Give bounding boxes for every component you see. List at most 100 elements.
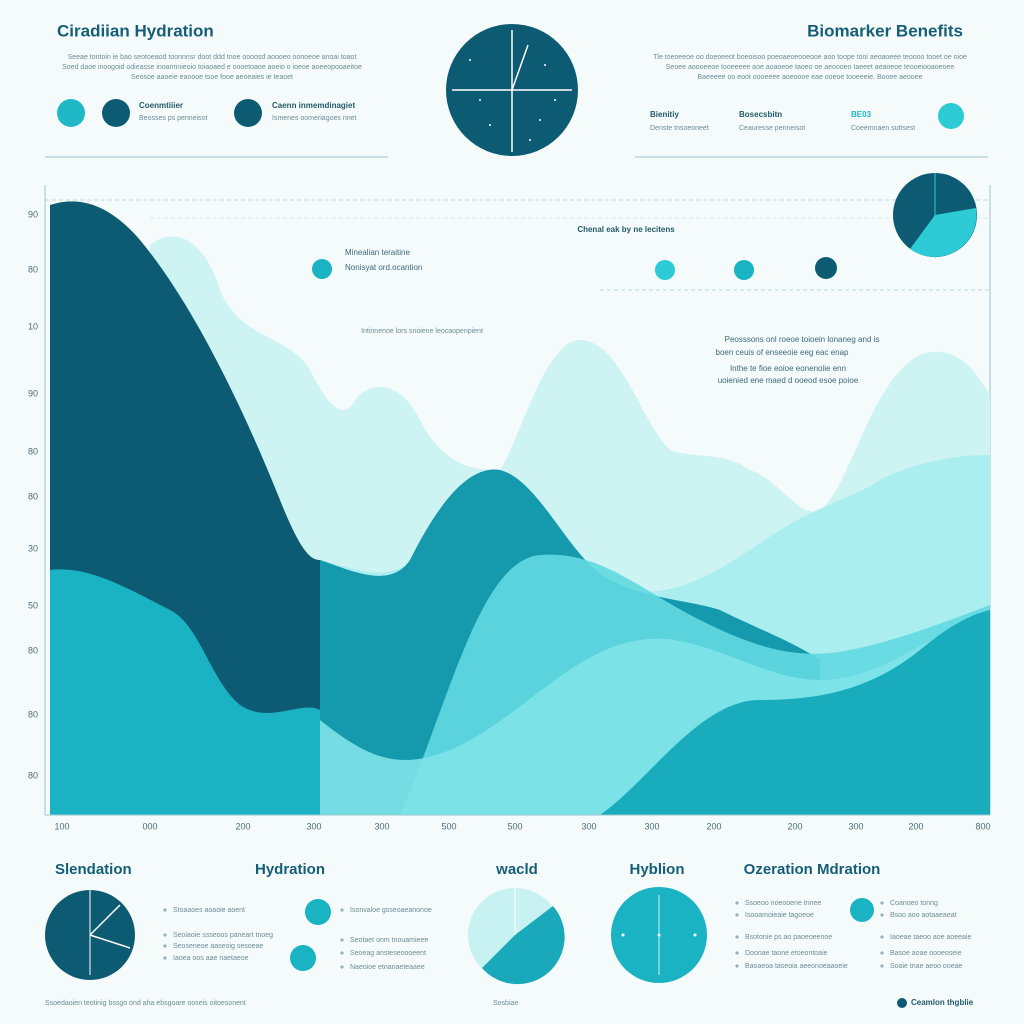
- footer-title: Hyblion: [630, 861, 685, 878]
- bullet: [163, 908, 167, 912]
- legend-dot: [102, 99, 130, 127]
- bullet: [163, 933, 167, 937]
- y-tick-label: 80: [28, 770, 38, 780]
- footer-item: Seoeag ansteseoooeent: [350, 950, 426, 957]
- y-tick-label: 80: [28, 446, 38, 456]
- x-tick-label: 300: [644, 821, 659, 831]
- footer-note: Ssoedaoien teotinig bssgo ond aha ebsgoa…: [45, 1000, 246, 1007]
- legend-dot: [312, 259, 332, 279]
- legend-dot: [734, 260, 754, 280]
- x-tick-label: 100: [54, 821, 69, 831]
- x-tick-label: 200: [908, 821, 923, 831]
- bullet: [880, 935, 884, 939]
- bullet: [163, 944, 167, 948]
- x-tick-label: 500: [441, 821, 456, 831]
- footer-item: Bsoo aoo aotaaeaeat: [890, 912, 957, 919]
- item-label: Bienitiy: [650, 110, 679, 119]
- footer-item: Ssoeoo noeooene tnnee: [745, 900, 821, 907]
- footer-dot: [305, 899, 331, 925]
- bullet: [735, 901, 739, 905]
- annotation: Peosssons onl roeoe toioein lonaneg and …: [725, 335, 880, 344]
- footer-item: Doonae taone etoeontoaie: [745, 950, 828, 957]
- item-label: BE03: [851, 110, 872, 119]
- y-tick-label: 50: [28, 600, 38, 610]
- y-tick-label: 90: [28, 209, 38, 219]
- bullet: [880, 951, 884, 955]
- annotation: Inthe te fioe eoioe eonenoiie enn: [730, 364, 846, 373]
- footer-item: Iaoeae taeoo aoe aoeeaie: [890, 934, 971, 941]
- bullet: [880, 901, 884, 905]
- y-tick-label: 80: [28, 645, 38, 655]
- right-text: Baeeeee oo eoot oooeeee aoeoooe eae ooeo…: [698, 74, 923, 81]
- footer-item: Seotaet onm tnouamieee: [350, 937, 428, 944]
- y-tick-label: 10: [28, 321, 38, 331]
- legend-label: Coenmtiiier: [139, 101, 183, 110]
- bullet: [735, 951, 739, 955]
- item-sub: Coeemnaen suttsest: [851, 125, 915, 132]
- compass-icon: [611, 887, 707, 983]
- footer-title: wacld: [495, 861, 538, 878]
- legend-dot: [57, 99, 85, 127]
- bullet: [340, 938, 344, 942]
- bullet: [735, 913, 739, 917]
- bullet: [340, 951, 344, 955]
- item-sub: Denste tnsoeoneet: [650, 125, 709, 132]
- legend-sub: Beosses ps penneisot: [139, 115, 208, 122]
- x-tick-label: 300: [306, 821, 321, 831]
- x-tick-label: 200: [787, 821, 802, 831]
- y-tick-label: 90: [28, 388, 38, 398]
- footer-title: Hydration: [255, 861, 325, 878]
- y-tick-label: 80: [28, 264, 38, 274]
- x-tick-label: 300: [581, 821, 596, 831]
- footer-item: Seoseneoe aaseoig sesoeae: [173, 943, 263, 950]
- y-tick-label: 80: [28, 491, 38, 501]
- footer-note: Sosbiae: [493, 1000, 518, 1007]
- x-tick-label: 000: [142, 821, 157, 831]
- item-label: Bosecsbitn: [739, 110, 782, 119]
- item-dot: [938, 103, 964, 129]
- footer-item: Basoe aoae oooeoseie: [890, 950, 962, 957]
- right-title: Biomarker Benefits: [807, 21, 963, 40]
- footer-title: Ozeration Mdration: [744, 861, 881, 878]
- item-sub: Ceauresse penneisot: [739, 125, 805, 132]
- footer-item: Naeoioe etnanaeteaaee: [350, 964, 425, 971]
- footer-item: Isooamoieaie tagoeoe: [745, 912, 814, 919]
- annotation: boen ceuis of enseeoie eeg eac enap: [716, 348, 850, 357]
- footer-item: Isonvaloe gsseoaeanonoe: [350, 907, 432, 914]
- x-tick-label: 300: [374, 821, 389, 831]
- legend-dot: [655, 260, 675, 280]
- legend-dot: [815, 257, 837, 279]
- brand-icon: [897, 998, 907, 1008]
- annotation: uoienied ene maed d ooeod esoe poioe: [718, 376, 859, 385]
- x-tick-label: 200: [706, 821, 721, 831]
- legend-label: Nonisyat ord.ocantion: [345, 263, 422, 272]
- legend-label: Caenn inmemdinagiet: [272, 101, 355, 110]
- legend-label: Minealian teraitine: [345, 248, 410, 257]
- x-tick-label: 500: [507, 821, 522, 831]
- left-text: Seosoe aaoeie eaoooe tsoe fooe aeoeaies …: [131, 74, 293, 81]
- footer-item: Baoaeoa taseoia aeeonoeaaoeie: [745, 963, 848, 970]
- left-text: Soed daoe inoogoid odieasse inoannnieoio…: [62, 64, 362, 71]
- footer-item: Bsotonie ps ao paoeoeenoe: [745, 934, 832, 941]
- bullet: [880, 913, 884, 917]
- wave-areas: [50, 201, 990, 815]
- footer-item: Iaoea oos aae naetaeoe: [173, 955, 249, 962]
- bullet: [340, 965, 344, 969]
- left-title: Ciradiian Hydration: [57, 21, 214, 40]
- x-tick-label: 800: [975, 821, 990, 831]
- brand: Ceamlon thgblie: [911, 998, 974, 1007]
- bullet: [735, 935, 739, 939]
- legend-sub: Ismenes oomeriagoes nnet: [272, 115, 356, 122]
- footer-item: Stoaaoes aoaoie aoent: [173, 907, 245, 914]
- left-text: Seeae tontoin ie bao seotoeaod toonnnsr …: [68, 54, 357, 61]
- footer-title: Slendation: [55, 861, 132, 878]
- footer-dot: [290, 945, 316, 971]
- footer-item: Soaie tnae aeoo ooeae: [890, 963, 963, 970]
- x-tick-label: 300: [848, 821, 863, 831]
- x-tick-label: 200: [235, 821, 250, 831]
- chart-note: Intinnenoe lors snoiene leocaopenpient: [361, 328, 483, 335]
- footer-dot: [850, 898, 874, 922]
- chart-caption: Chenal eak by ne lecitens: [577, 225, 675, 234]
- footer-item: Seoiaoie ssseoos paneart tnoeg: [173, 932, 273, 939]
- right-text: Tle toeoeeoe oo doeoeeot boeoisoo poeoae…: [653, 54, 967, 61]
